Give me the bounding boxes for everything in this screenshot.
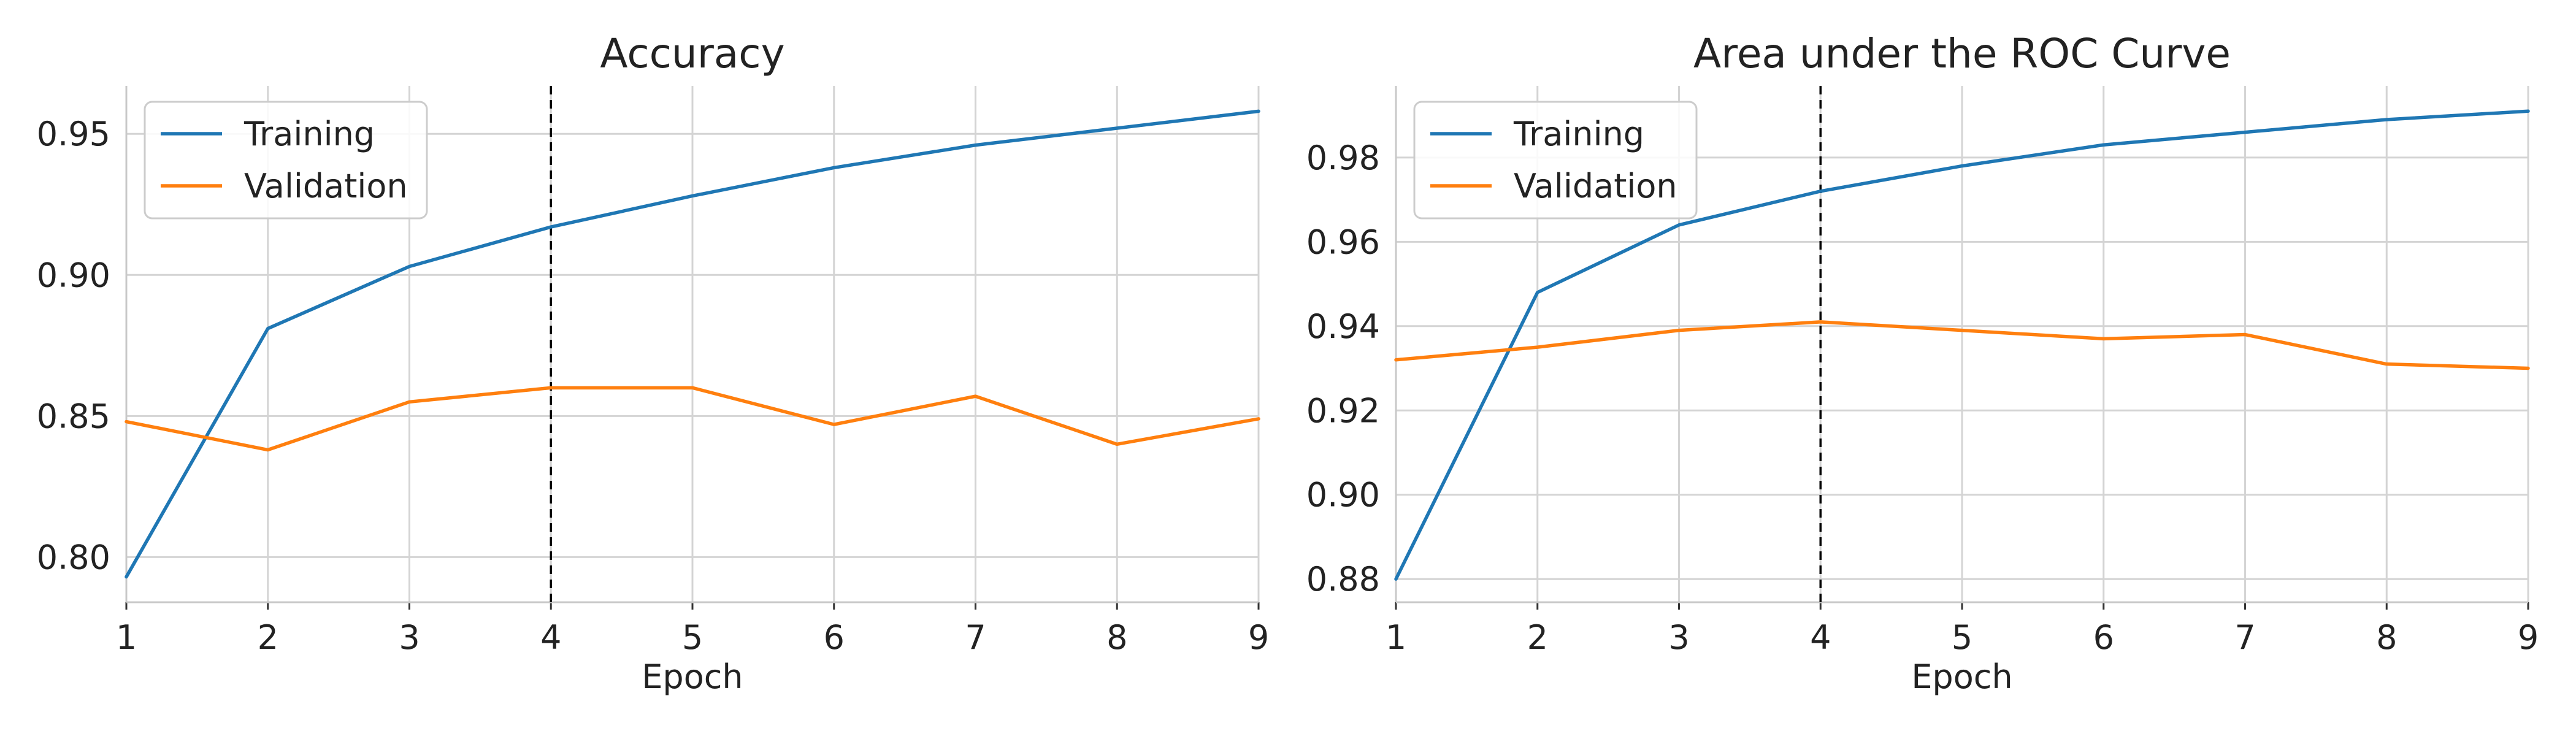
x-tick-label: 1 xyxy=(1386,618,1406,657)
x-axis-label: Epoch xyxy=(642,657,743,696)
legend-label-validation: Validation xyxy=(244,167,408,205)
y-tick-label: 0.85 xyxy=(37,397,110,435)
x-tick-label: 5 xyxy=(682,618,703,657)
x-tick-label: 2 xyxy=(258,618,278,657)
x-tick-label: 9 xyxy=(1248,618,1269,657)
legend-label-validation: Validation xyxy=(1514,167,1677,205)
accuracy-panel: 0.80 0.85 0.90 0.95 1 2 3 4 5 6 7 8 9 Accuracy Epoch Tr… xyxy=(37,30,1269,696)
x-axis-label: Epoch xyxy=(1911,657,2012,696)
y-tick-label: 0.90 xyxy=(37,256,110,294)
y-tick-label: 0.80 xyxy=(37,538,110,576)
y-tick-label: 0.98 xyxy=(1306,139,1380,177)
x-tick-label: 5 xyxy=(1952,618,1972,657)
x-tick-label: 8 xyxy=(1106,618,1127,657)
x-tick-label: 3 xyxy=(1668,618,1689,657)
chart-title: Accuracy xyxy=(600,30,784,77)
legend-label-training: Training xyxy=(243,115,375,153)
y-tick-label: 0.95 xyxy=(37,115,110,153)
y-tick-label: 0.88 xyxy=(1306,560,1380,599)
x-tick-label: 4 xyxy=(1810,618,1831,657)
x-tick-label: 3 xyxy=(399,618,420,657)
y-tick-label: 0.96 xyxy=(1306,223,1380,261)
y-tick-label: 0.90 xyxy=(1306,476,1380,515)
x-tick-label: 6 xyxy=(2093,618,2114,657)
x-tick-label: 7 xyxy=(2234,618,2255,657)
x-tick-label: 9 xyxy=(2518,618,2539,657)
chart-title: Area under the ROC Curve xyxy=(1693,30,2231,77)
x-tick-label: 1 xyxy=(116,618,137,657)
x-tick-label: 2 xyxy=(1527,618,1548,657)
y-tick-label: 0.92 xyxy=(1306,391,1380,430)
legend-label-training: Training xyxy=(1513,115,1644,153)
y-tick-label: 0.94 xyxy=(1306,307,1380,346)
x-tick-label: 7 xyxy=(965,618,986,657)
x-tick-label: 8 xyxy=(2376,618,2397,657)
x-tick-label: 4 xyxy=(540,618,561,657)
roc-auc-panel: 0.88 0.90 0.92 0.94 0.96 0.98 1 2 3 4 5 6 7 8 9 Area un… xyxy=(1306,30,2539,696)
legend: Training Validation xyxy=(145,102,427,218)
x-tick-label: 6 xyxy=(824,618,845,657)
legend: Training Validation xyxy=(1414,102,1696,218)
